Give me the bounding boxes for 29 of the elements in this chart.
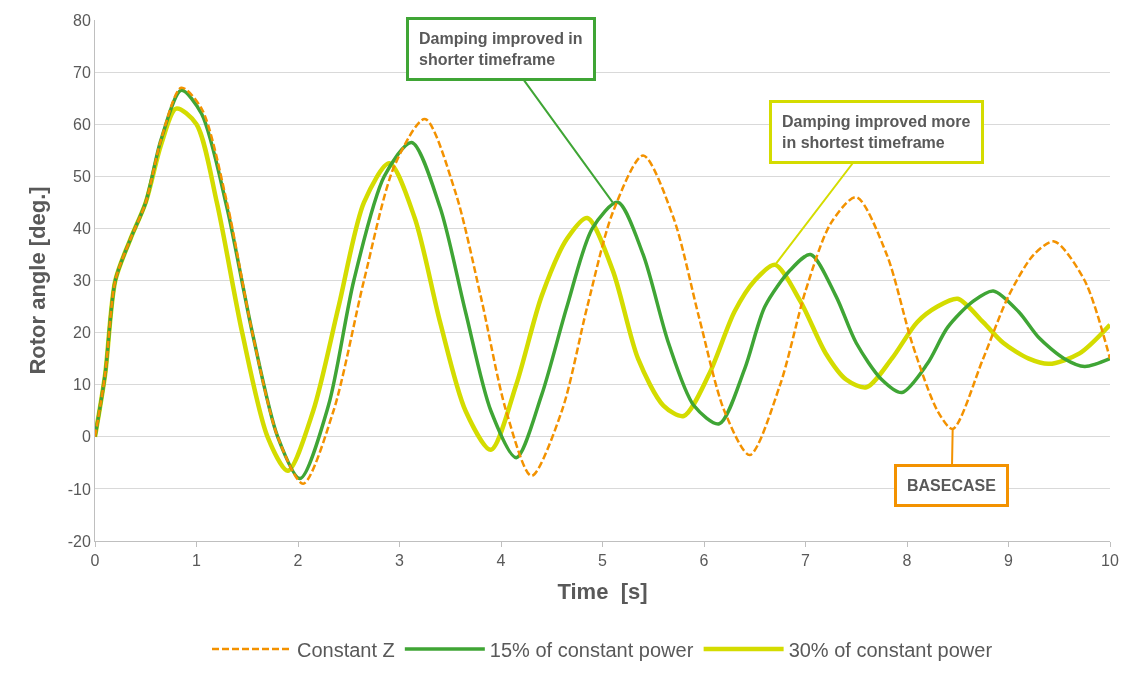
x-tick-label: 10	[1101, 552, 1119, 570]
x-tick-label: 1	[192, 552, 202, 570]
y-tick-label: 30	[73, 272, 91, 290]
x-tick-label: 3	[395, 552, 405, 570]
annotation: BASECASE	[907, 477, 997, 494]
y-tick-label: 70	[73, 63, 91, 81]
y-tick-label: 60	[73, 115, 91, 133]
x-tick-label: 6	[699, 552, 709, 570]
y-tick-label: 20	[73, 324, 91, 342]
y-tick-label: 0	[81, 428, 91, 446]
x-tick-label: 9	[1004, 552, 1014, 570]
annotation: Damping improved in shorter timeframe	[419, 30, 583, 68]
x-axis-title: Time [s]	[557, 579, 648, 605]
x-tick-label: 8	[902, 552, 912, 570]
legend-label: 15% of constant power	[489, 638, 694, 661]
x-tick-label: 4	[496, 552, 506, 570]
annotation: Damping improved more in shortest timeframe	[782, 113, 971, 151]
y-tick-label: 10	[73, 376, 91, 394]
y-tick-label: 50	[73, 167, 91, 185]
y-tick-label: -10	[67, 480, 91, 498]
y-tick-label: -20	[67, 532, 91, 550]
x-tick-label: 7	[801, 552, 811, 570]
y-tick-label: 40	[73, 220, 91, 237]
x-tick-label: 2	[293, 552, 303, 570]
x-tick-label: 5	[598, 552, 608, 570]
legend-label: 30% of constant power	[788, 638, 993, 661]
y-tick-label: 80	[73, 11, 91, 29]
y-axis-title: Rotor angle [deg.]	[25, 186, 51, 375]
legend-label: Constant Z	[297, 638, 395, 661]
